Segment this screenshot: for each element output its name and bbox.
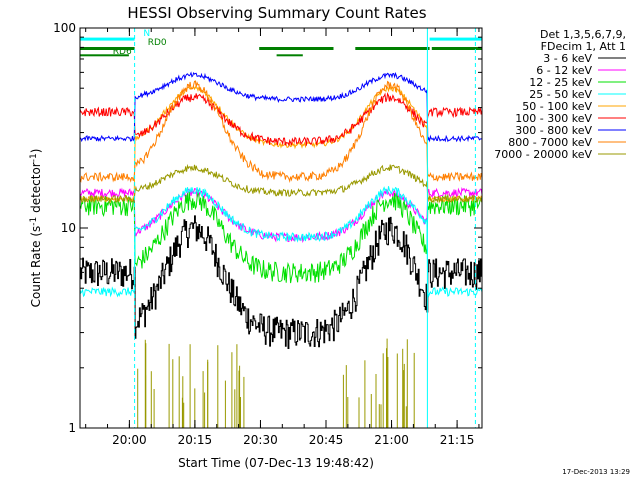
- legend-label-6: 300 - 800 keV: [515, 124, 592, 137]
- y-axis-label-main: Count Rate (s: [29, 226, 43, 308]
- axis-ticks: 20:00 20:15 20:30 20:45 21:00 21:15 1 10 100: [53, 21, 482, 447]
- series-line-0: [80, 215, 483, 349]
- series-line-3: [79, 186, 483, 298]
- legend-label-2: 12 - 25 keV: [529, 76, 592, 89]
- series-line-8: [79, 163, 483, 204]
- series-line-7: [79, 80, 483, 184]
- legend-header-line2: FDecim 1, Att 1: [541, 40, 626, 53]
- x-tick-label-1: 20:15: [178, 433, 213, 447]
- status-bar-saa-3: [431, 47, 483, 50]
- x-tick-label-3: 20:45: [309, 433, 344, 447]
- legend-label-5: 100 - 300 keV: [515, 112, 592, 125]
- annotation-rd0: RD0: [148, 38, 167, 48]
- annotation-n: N: [143, 29, 150, 39]
- status-bar-rd6-0: [80, 54, 129, 57]
- status-bar-saa-1: [259, 47, 334, 50]
- status-bar-saa-2: [355, 47, 430, 50]
- x-tick-label-2: 20:30: [243, 433, 278, 447]
- status-bar-night-0: [80, 37, 135, 41]
- legend-label-3: 25 - 50 keV: [529, 88, 592, 101]
- series-line-2: [79, 190, 483, 284]
- legend-header-line1: Det 1,3,5,6,7,9,: [540, 28, 626, 41]
- series-layer: [79, 71, 483, 428]
- chart-title: HESSI Observing Summary Count Rates: [127, 4, 426, 22]
- status-bar-saa-0: [80, 47, 135, 50]
- x-tick-label-4: 21:00: [374, 433, 409, 447]
- legend-label-7: 800 - 7000 keV: [508, 136, 592, 149]
- x-tick-label-5: 21:15: [440, 433, 475, 447]
- legend-label-4: 50 - 100 keV: [522, 100, 592, 113]
- x-tick-label-0: 20:00: [112, 433, 147, 447]
- x-axis-label: Start Time (07-Dec-13 19:48:42): [178, 456, 374, 470]
- y-tick-label-1: 10: [61, 221, 76, 235]
- y-axis-label-sup1: -1: [29, 217, 39, 226]
- y-tick-label-0: 1: [68, 421, 76, 435]
- legend: Det 1,3,5,6,7,9, FDecim 1, Att 1 3 - 6 k…: [494, 28, 626, 161]
- status-bar-rd6-1: [276, 54, 303, 57]
- legend-label-8: 7000 - 20000 keV: [494, 148, 592, 161]
- legend-label-0: 3 - 6 keV: [543, 52, 592, 65]
- status-bar-night-1: [429, 37, 482, 41]
- series-line-6: [79, 71, 483, 143]
- y-tick-label-2: 100: [53, 21, 76, 35]
- annotation-rd6: RD6: [113, 47, 132, 57]
- legend-label-1: 6 - 12 keV: [536, 64, 592, 77]
- series-line-5: [79, 92, 483, 147]
- generated-timestamp: 17-Dec-2013 13:29: [562, 468, 630, 476]
- y-axis-label: Count Rate (s-1 detector-1): [29, 149, 43, 308]
- y-axis-label-sup2: -1: [29, 153, 39, 162]
- y-axis-label-end: ): [29, 149, 43, 154]
- y-axis-label-mid: detector: [29, 162, 43, 217]
